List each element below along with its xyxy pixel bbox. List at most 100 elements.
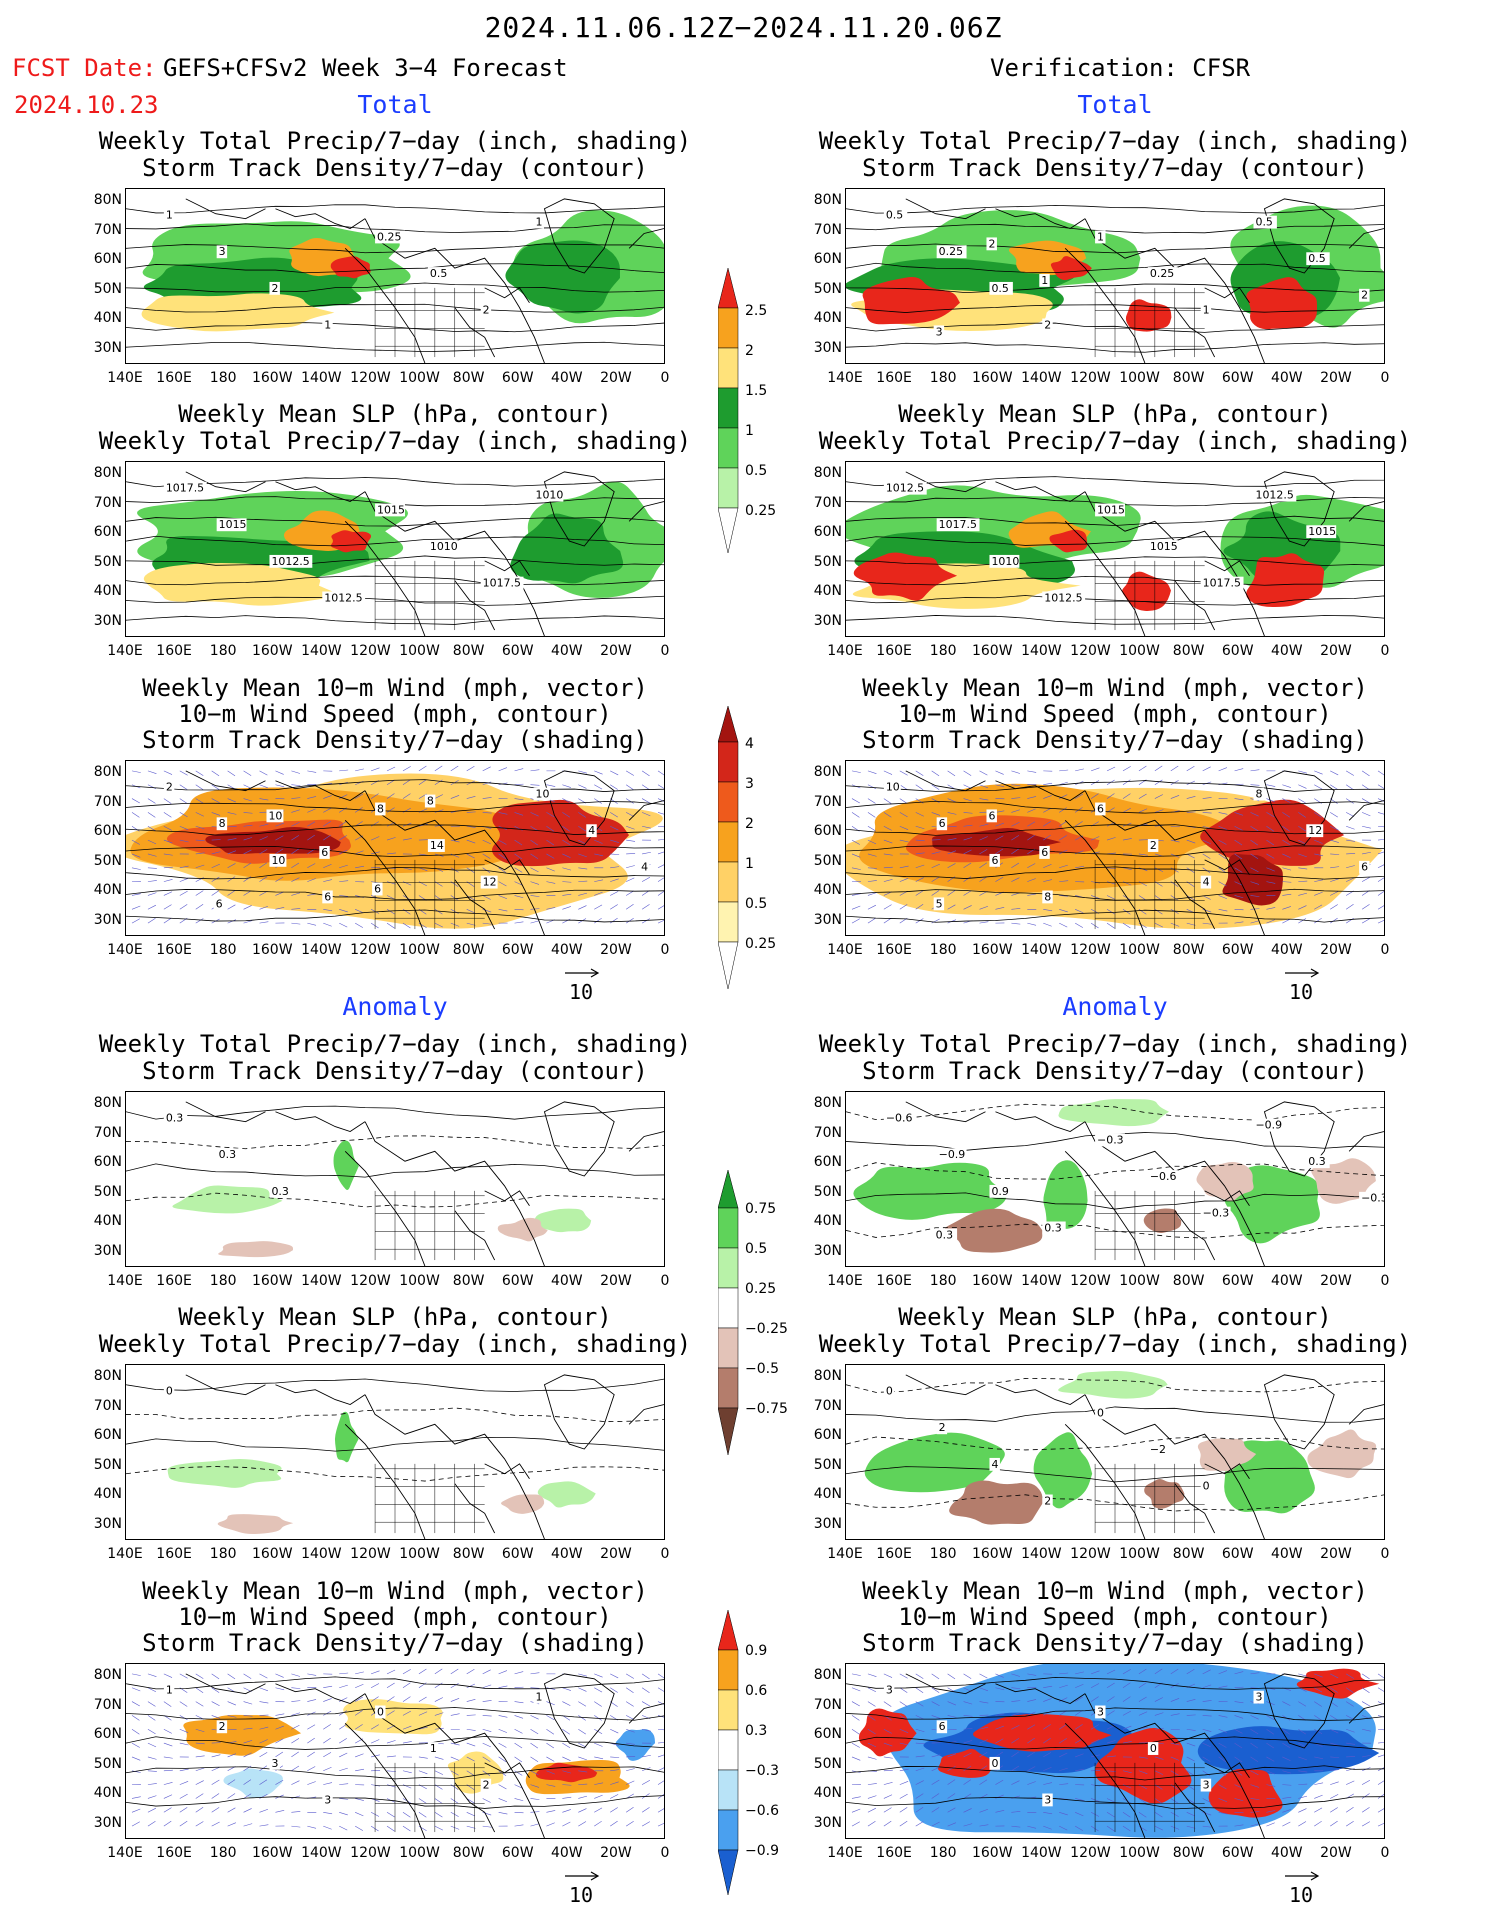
wind-vector xyxy=(1186,1669,1195,1675)
wind-vector xyxy=(227,1822,237,1827)
wind-vector xyxy=(291,1700,301,1702)
latitude-label: 40N xyxy=(93,583,122,599)
longitude-label: 80W xyxy=(1172,643,1205,659)
wind-vector xyxy=(1250,1756,1259,1763)
wind-vector xyxy=(163,866,173,869)
wind-vector xyxy=(1122,1682,1131,1688)
svg-text:0: 0 xyxy=(886,1385,893,1398)
wind-vector xyxy=(195,1701,204,1707)
wind-vector xyxy=(179,798,188,804)
wind-vector xyxy=(147,1821,156,1827)
wind-vector xyxy=(1138,765,1147,772)
svg-text:−0.3: −0.3 xyxy=(1361,1192,1384,1205)
wind-vector xyxy=(259,784,269,789)
longitude-label: 0 xyxy=(660,1845,670,1861)
wind-vector xyxy=(323,821,331,827)
longitude-label: 160W xyxy=(251,1273,293,1289)
shading-region xyxy=(535,1762,598,1783)
wind-vector xyxy=(243,862,252,869)
wind-vector xyxy=(402,1825,411,1832)
shading-region xyxy=(1125,299,1172,332)
wind-vector xyxy=(657,825,664,828)
wind-vector xyxy=(1330,866,1340,869)
wind-vector xyxy=(211,851,221,855)
wind-vector xyxy=(243,1701,253,1705)
wind-vector xyxy=(1282,853,1291,858)
wind-vector xyxy=(883,812,892,818)
contour-line xyxy=(846,243,1384,254)
shading-region xyxy=(534,1208,592,1233)
wind-vector xyxy=(578,1808,587,1813)
wind-vector xyxy=(1122,1741,1132,1744)
longitude-label: 160W xyxy=(971,643,1013,659)
panel-title: Weekly Total Precip/7−day (inch, shading… xyxy=(98,1030,692,1058)
wind-vector xyxy=(323,922,332,927)
wind-vector xyxy=(163,798,172,804)
wind-vector xyxy=(323,1698,332,1702)
wind-vector xyxy=(355,850,364,855)
shading-region xyxy=(217,1514,294,1534)
wind-vector xyxy=(339,1783,349,1785)
wind-vector xyxy=(995,1673,1004,1678)
wind-vector xyxy=(386,881,396,885)
longitude-label: 120W xyxy=(1070,1546,1111,1562)
longitude-label: 120W xyxy=(1070,370,1111,386)
svg-text:−2: −2 xyxy=(1150,1443,1166,1456)
wind-vector xyxy=(1186,1798,1195,1804)
svg-text:0.25: 0.25 xyxy=(1150,267,1174,280)
colorbar-swatch xyxy=(718,1170,739,1209)
wind-vector xyxy=(386,793,395,799)
wind-vector xyxy=(466,895,475,901)
wind-vector xyxy=(546,1822,555,1827)
wind-vector xyxy=(546,1715,555,1721)
wind-vector xyxy=(1234,798,1244,801)
wind-vector xyxy=(1170,1698,1180,1702)
panel-title: Weekly Mean 10−m Wind (mph, vector) xyxy=(142,1577,648,1605)
wind-vector xyxy=(1266,839,1275,846)
latitude-label: 30N xyxy=(813,1814,842,1831)
wind-vector xyxy=(323,1710,332,1716)
longitude-label: 160E xyxy=(876,643,912,659)
wind-vector xyxy=(466,811,476,813)
wind-vector xyxy=(1138,1770,1148,1775)
wind-vector xyxy=(418,881,427,887)
wind-vector xyxy=(625,1701,634,1707)
colorbar-label: 0.25 xyxy=(745,1281,777,1297)
wind-vector xyxy=(195,1767,205,1772)
wind-vector xyxy=(1059,1752,1068,1758)
wind-vector xyxy=(131,918,140,924)
wind-vector xyxy=(147,867,157,869)
svg-text:2: 2 xyxy=(166,781,173,794)
wind-vector xyxy=(339,769,349,772)
wind-vector xyxy=(434,1727,444,1730)
wind-vector xyxy=(915,852,925,855)
wind-vector xyxy=(291,797,301,799)
wind-vector xyxy=(963,1793,972,1799)
wind-vector xyxy=(915,825,925,830)
wind-vector xyxy=(1330,1742,1339,1746)
svg-text:2: 2 xyxy=(988,237,995,250)
contour-label: 0 xyxy=(1200,1480,1212,1493)
longitude-label: 100W xyxy=(399,942,440,958)
coastline xyxy=(1348,1131,1384,1152)
wind-vector xyxy=(1059,794,1068,799)
wind-vector xyxy=(625,784,634,790)
wind-vector xyxy=(1107,867,1116,869)
wind-vector xyxy=(482,781,492,786)
contour-label: 3 xyxy=(216,245,228,258)
wind-vector xyxy=(1202,1770,1211,1777)
wind-vector xyxy=(1027,1711,1036,1716)
contour-line xyxy=(126,801,664,813)
svg-text:3: 3 xyxy=(1044,1793,1051,1806)
wind-vector xyxy=(578,905,587,910)
wind-vector xyxy=(1059,1825,1068,1831)
map-panel: 0.5 0.25 0.5 2 1 0.25 1 0.5 0.5 2 3 2 1 xyxy=(845,188,1385,364)
svg-text:−0.9: −0.9 xyxy=(939,1148,966,1161)
wind-vector xyxy=(514,812,524,816)
wind-vector xyxy=(1106,1682,1115,1688)
colorbar-label: 0.3 xyxy=(745,1723,768,1739)
wind-vector xyxy=(963,1727,973,1730)
wind-vector xyxy=(179,1715,188,1721)
coastline xyxy=(543,1374,615,1450)
